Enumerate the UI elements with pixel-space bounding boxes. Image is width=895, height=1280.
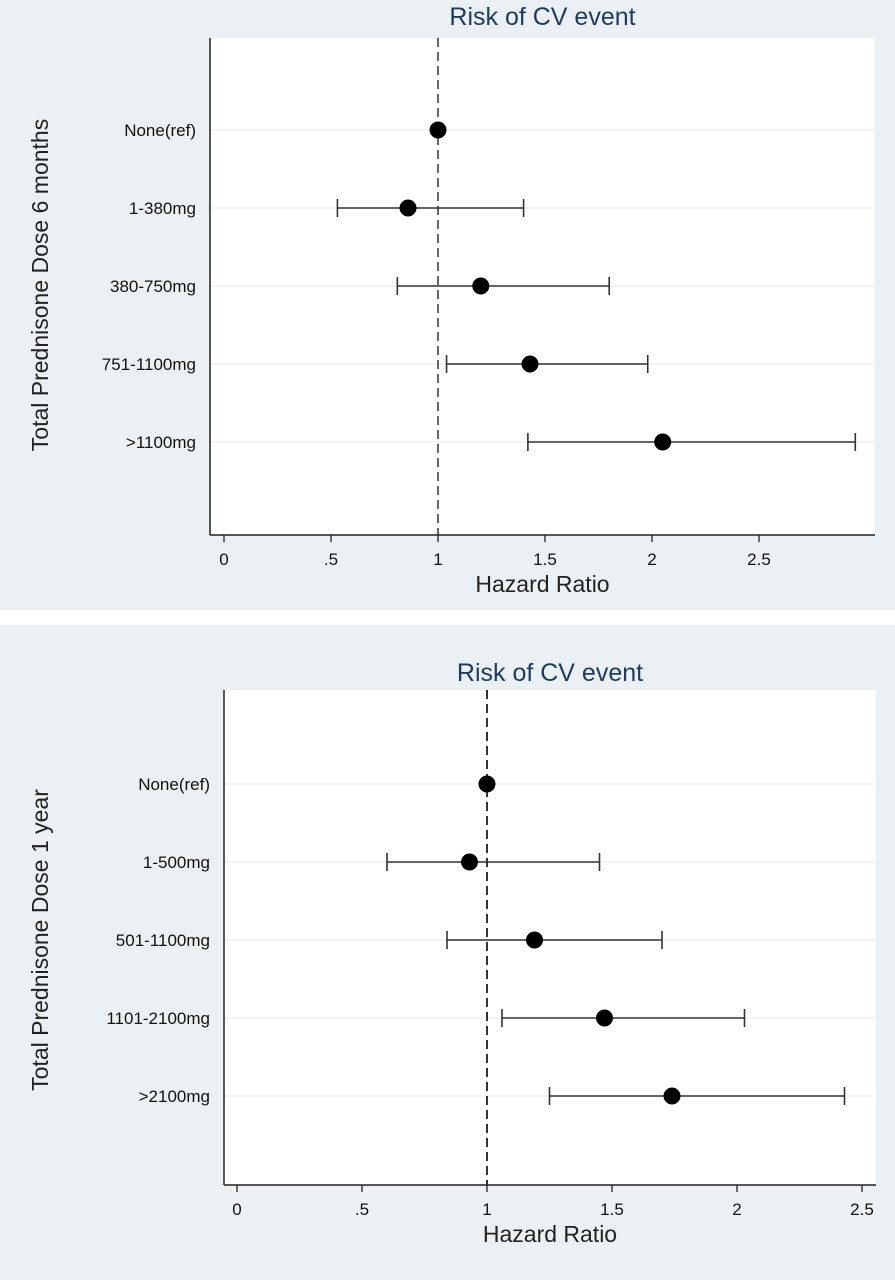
category-label: >2100mg — [139, 1087, 210, 1106]
y-axis-label: Total Prednisone Dose 6 months — [27, 119, 53, 451]
category-label: 1-380mg — [129, 199, 196, 218]
x-tick-label: 2 — [647, 550, 656, 569]
category-label: 1-500mg — [143, 853, 210, 872]
estimate-point — [521, 355, 539, 373]
estimate-marks — [386, 775, 846, 1105]
estimate-point — [663, 1087, 681, 1105]
estimate-point — [472, 277, 490, 295]
estimate-point — [654, 433, 672, 451]
x-tick-label: 0 — [232, 1200, 241, 1219]
x-ticks: 0 .5 1 1.5 2 2.5 — [219, 535, 771, 569]
estimate-point — [478, 775, 496, 793]
forest-plot-1-year: 0 .5 1 1.5 2 2.5 None(ref) 1-500mg 501-1100mg 11… — [0, 625, 895, 1280]
x-tick-label: 2.5 — [747, 550, 771, 569]
category-label: 751-1100mg — [102, 355, 196, 374]
category-label: >1100mg — [126, 433, 196, 452]
category-label: 380-750mg — [110, 277, 196, 296]
x-tick-label: 1.5 — [600, 1200, 624, 1219]
panel-divider — [0, 610, 895, 625]
category-labels: None(ref) 1-380mg 380-750mg 751-1100mg >1100… — [102, 121, 196, 452]
category-label: 501-1100mg — [116, 931, 210, 950]
x-ticks: 0 .5 1 1.5 2 2.5 — [232, 1185, 874, 1219]
y-axis-label: Total Prednisone Dose 1 year — [27, 789, 53, 1091]
x-tick-label: 2.5 — [850, 1200, 874, 1219]
chart-6-months-svg: 0 .5 1 1.5 2 2.5 None(ref) 1-380mg 380-750mg 751… — [27, 3, 875, 597]
x-axis-label: Hazard Ratio — [483, 1221, 617, 1247]
estimate-point — [429, 121, 447, 139]
estimate-point — [596, 1009, 613, 1027]
category-label: None(ref) — [124, 121, 196, 140]
x-tick-label: 0 — [219, 550, 228, 569]
chart-title: Risk of CV event — [457, 659, 643, 687]
category-labels: None(ref) 1-500mg 501-1100mg 1101-2100mg >21… — [106, 775, 210, 1106]
x-axis-label: Hazard Ratio — [475, 571, 609, 597]
chart-title: Risk of CV event — [449, 3, 635, 31]
x-tick-label: 1 — [433, 550, 442, 569]
x-tick-label: .5 — [355, 1200, 369, 1219]
x-tick-label: 2 — [732, 1200, 741, 1219]
estimate-marks — [336, 121, 857, 451]
estimate-point — [399, 199, 417, 217]
category-label: None(ref) — [138, 775, 210, 794]
estimate-point — [461, 853, 478, 871]
x-tick-label: 1 — [482, 1200, 491, 1219]
category-label: 1101-2100mg — [106, 1009, 210, 1028]
x-tick-label: .5 — [324, 550, 338, 569]
x-tick-label: 1.5 — [533, 550, 557, 569]
forest-plot-6-months: 0 .5 1 1.5 2 2.5 None(ref) 1-380mg 380-750mg 751… — [0, 0, 895, 610]
estimate-point — [526, 931, 543, 949]
chart-1-year-svg: 0 .5 1 1.5 2 2.5 None(ref) 1-500mg 501-1100mg 11… — [27, 659, 876, 1247]
plot-area — [224, 690, 876, 1185]
